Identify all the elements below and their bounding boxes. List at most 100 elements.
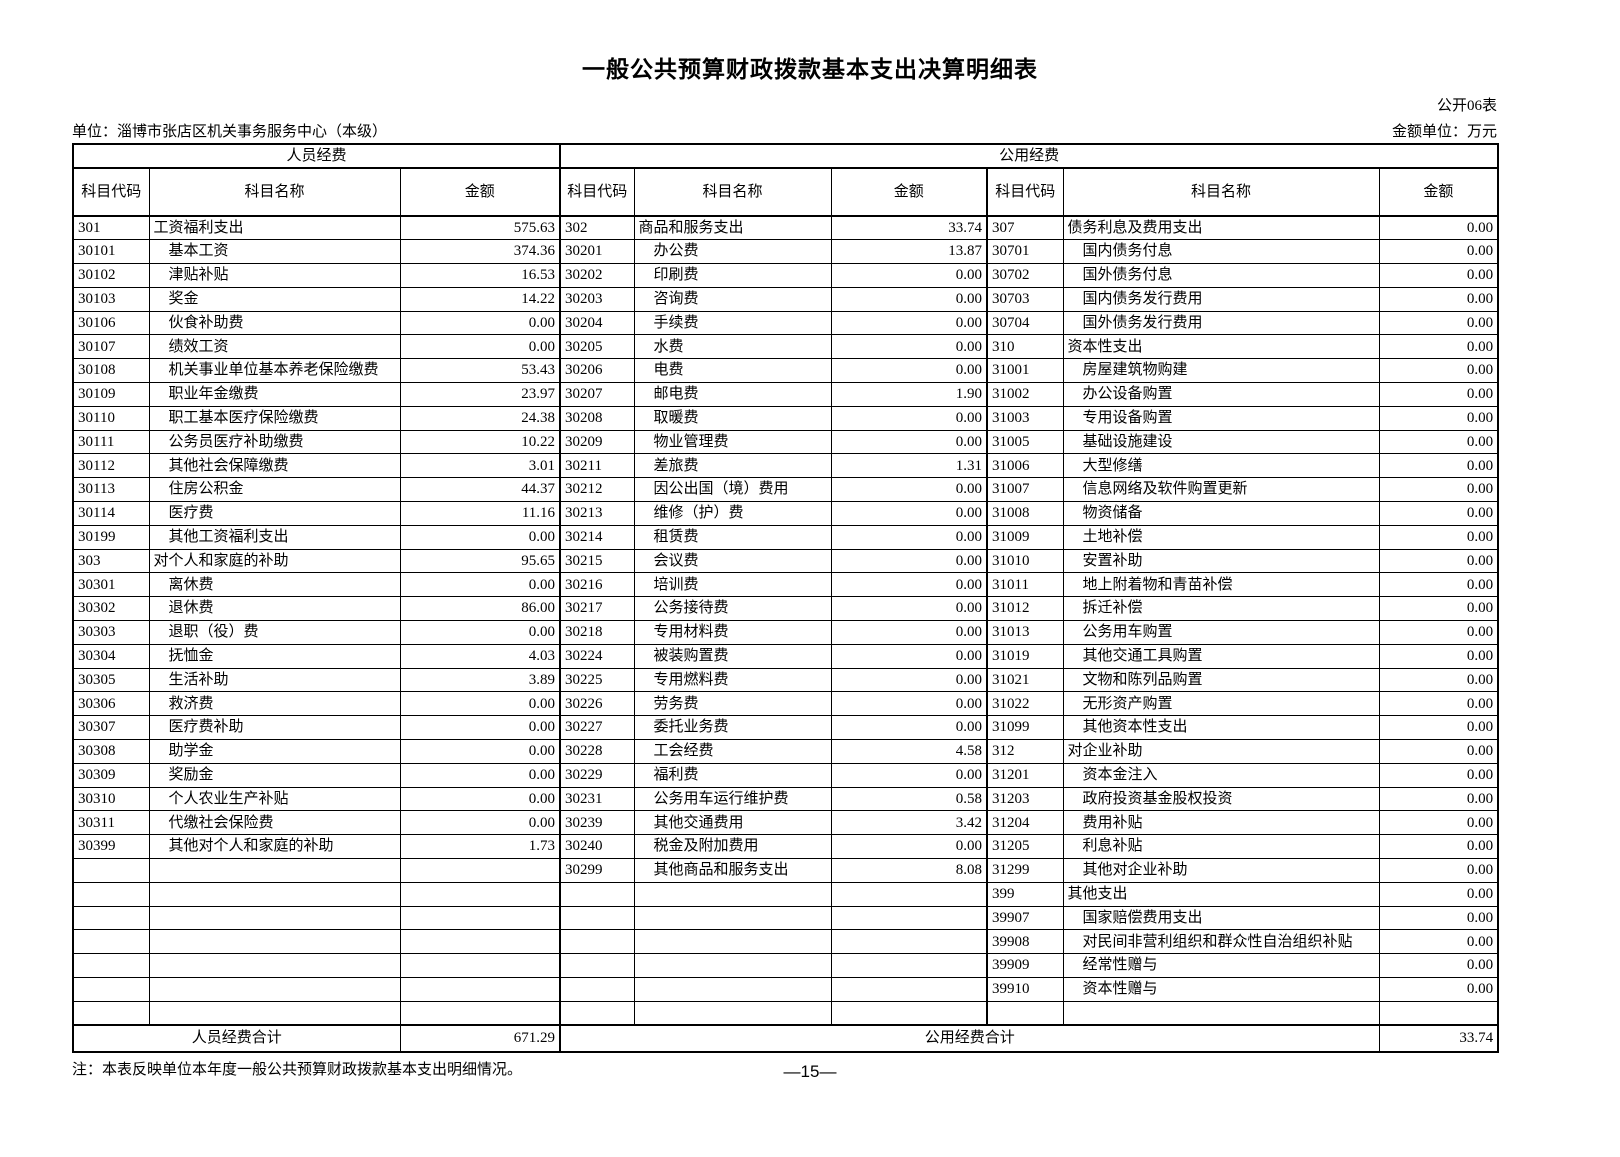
table-row: 30112 其他社会保障缴费 3.01 30211 差旅费 1.31 31006 大型修缮 0.… [72,453,1499,479]
cell-amount: 0.00 [1378,762,1499,788]
table-row: 30308 助学金 0.00 30228 工会经费 4.58 312 对企业补助 0.00 [72,739,1499,764]
cell-code: 310 [986,334,1064,360]
cell-amount: 0.00 [1378,596,1499,622]
table-row: 30303 退职（役）费 0.00 30218 专用材料费 0.00 31013 公务用车购置… [72,620,1499,645]
table-row: 30103 奖金 14.22 30203 咨询费 0.00 30703 国内债务发行费用 0.0… [72,286,1499,312]
cell-name [633,929,832,955]
cell-amount: 14.22 [399,286,562,312]
table-row: 30109 职业年金缴费 23.97 30207 邮电费 1.90 31002 办公设备购置 0… [72,382,1499,407]
cell-code: 307 [986,215,1064,241]
table-row: 30306 救济费 0.00 30226 劳务费 0.00 31022 无形资产购置 0.00 [72,691,1499,717]
cell-amount: 575.63 [399,215,562,241]
cell-code: 30202 [559,263,635,288]
cell-name: 其他商品和服务支出 [633,858,832,883]
cell-amount: 0.00 [1378,263,1499,288]
cell-code: 30213 [559,501,635,526]
table-row: 39909 经常性赠与 0.00 [72,953,1499,978]
cell-name: 离休费 [148,572,401,598]
cell-amount: 1.31 [830,453,989,479]
cell-code: 30702 [986,263,1064,288]
cell-amount: 0.00 [830,572,989,598]
cell-name: 商品和服务支出 [633,215,832,241]
cell-code: 30308 [72,739,150,764]
cell-code: 30111 [72,429,150,455]
cell-amount: 0.00 [830,263,989,288]
cell-name: 其他对企业补助 [1062,858,1380,883]
cell-name: 费用补贴 [1062,810,1380,836]
cell-amount: 0.00 [830,834,989,860]
cell-code: 31203 [986,786,1064,812]
cell-amount: 0.00 [1378,858,1499,883]
table-row: 30299 其他商品和服务支出 8.08 31299 其他对企业补助 0.00 [72,858,1499,883]
footnote: 注：本表反映单位本年度一般公共预算财政拨款基本支出明细情况。 [72,1062,523,1078]
table-row: 30108 机关事业单位基本养老保险缴费 53.43 30206 电费 0.00 31001… [72,358,1499,384]
table-row: 303 对个人和家庭的补助 95.65 30215 会议费 0.00 31010 安置补助 0.… [72,548,1499,574]
cell-code: 31099 [986,715,1064,741]
unit-label: 单位：淄博市张店区机关事务服务中心（本级） [72,124,388,140]
cell-amount: 0.00 [1378,929,1499,955]
cell-code: 31299 [986,858,1064,883]
cell-amount [830,929,989,955]
cell-name: 维修（护）费 [633,501,832,526]
cell-amount: 86.00 [399,596,562,622]
cell-amount: 0.00 [830,762,989,788]
cell-amount: 0.00 [830,310,989,336]
cell-code [72,905,150,931]
table-row [72,1000,1499,1026]
cell-amount: 0.00 [1378,977,1499,1002]
cell-amount: 0.00 [1378,572,1499,598]
cell-amount: 0.00 [1378,524,1499,550]
cell-name: 资本性支出 [1062,334,1380,360]
cell-name [148,881,401,907]
cell-name: 退职（役）费 [148,620,401,645]
cell-name: 其他支出 [1062,881,1380,907]
cell-code [72,977,150,1002]
group-header-row: 人员经费 公用经费 [72,143,1499,169]
cell-amount: 4.58 [830,739,989,764]
cell-code: 30704 [986,310,1064,336]
cell-code: 31005 [986,429,1064,455]
cell-code: 30214 [559,524,635,550]
cell-code: 30101 [72,239,150,265]
table-row: 30304 抚恤金 4.03 30224 被装购置费 0.00 31019 其他交通工具购置 0… [72,643,1499,669]
cell-code: 30203 [559,286,635,312]
cell-code [72,858,150,883]
cell-code: 30207 [559,382,635,407]
cell-name: 政府投资基金股权投资 [1062,786,1380,812]
cell-code: 30304 [72,643,150,669]
cell-code: 30108 [72,358,150,384]
cell-code: 30209 [559,429,635,455]
cell-amount: 13.87 [830,239,989,265]
cell-amount: 0.00 [1378,739,1499,764]
cell-amount: 0.00 [399,715,562,741]
cell-name: 其他交通工具购置 [1062,643,1380,669]
cell-code: 312 [986,739,1064,764]
cell-code: 30110 [72,405,150,431]
cell-name: 其他工资福利支出 [148,524,401,550]
cell-name: 津贴补贴 [148,263,401,288]
cell-code: 31012 [986,596,1064,622]
cell-code: 30228 [559,739,635,764]
group-header-personnel: 人员经费 [72,143,562,169]
cell-code [72,1000,150,1026]
col-header-code: 科目代码 [559,167,635,217]
cell-name: 债务利息及费用支出 [1062,215,1380,241]
cell-name: 个人农业生产补贴 [148,786,401,812]
page-title: 一般公共预算财政拨款基本支出决算明细表 [582,56,1038,82]
cell-code: 39908 [986,929,1064,955]
cell-name: 国外债务发行费用 [1062,310,1380,336]
cell-amount: 0.00 [399,620,562,645]
cell-name [148,953,401,978]
cell-code: 399 [986,881,1064,907]
cell-amount [830,953,989,978]
table-row: 30399 其他对个人和家庭的补助 1.73 30240 税金及附加费用 0.00 3120… [72,834,1499,860]
cell-amount [399,858,562,883]
table-row: 39907 国家赔偿费用支出 0.00 [72,905,1499,931]
cell-amount: 0.00 [830,501,989,526]
cell-name: 住房公积金 [148,477,401,503]
cell-name: 抚恤金 [148,643,401,669]
col-header-name: 科目名称 [1062,167,1380,217]
col-header-amount: 金额 [399,167,562,217]
cell-amount [830,881,989,907]
